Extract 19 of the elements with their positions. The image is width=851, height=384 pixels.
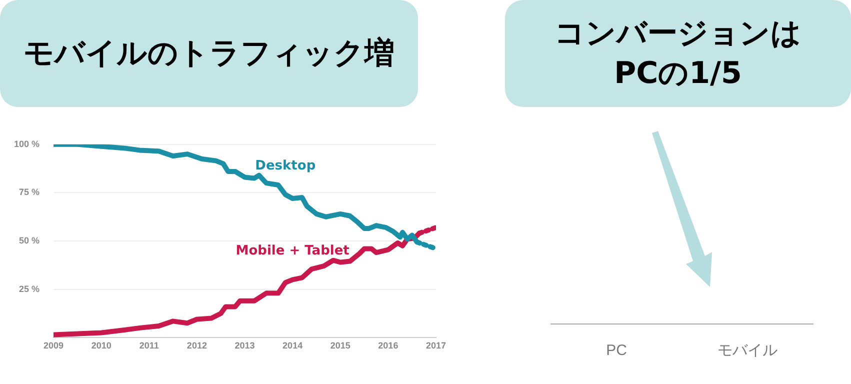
x-tick-label: 2014 [282, 340, 303, 350]
series-label: Desktop [255, 158, 316, 174]
category-label: PC [606, 342, 628, 360]
x-tick-label: 2009 [44, 340, 64, 350]
y-tick-label: 50 % [19, 235, 40, 246]
x-tick-label: 2012 [186, 340, 207, 350]
series-label: Mobile + Tablet [236, 244, 350, 259]
x-tick-label: 2011 [139, 340, 159, 350]
x-tick-label: 2010 [91, 340, 112, 350]
x-tick-label: 2015 [330, 340, 350, 350]
y-tick-label: 25 % [19, 284, 40, 294]
y-tick-label: 100 % [14, 138, 40, 149]
y-tick-label: 75 % [19, 187, 40, 198]
text: コンバージョンは PCの1/5 [505, 0, 851, 107]
chart-title: モバイルのトラフィック増 [0, 0, 418, 107]
x-tick-label: 2016 [378, 340, 398, 350]
x-tick-label: 2017 [426, 340, 446, 350]
x-tick-label: 2013 [234, 340, 255, 350]
category-label: モバイル [718, 342, 778, 360]
